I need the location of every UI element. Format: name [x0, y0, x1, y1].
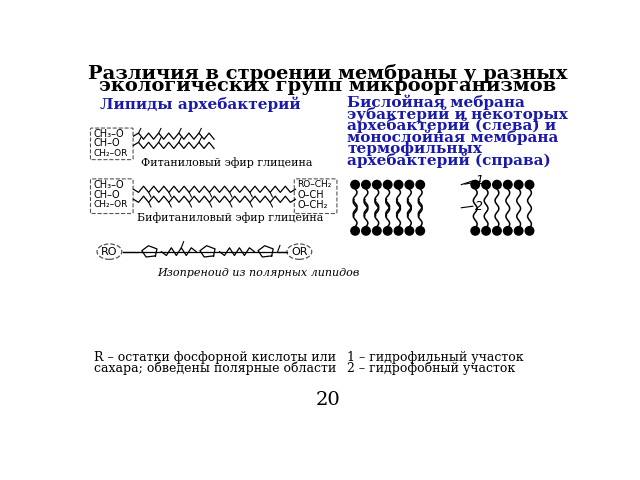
Circle shape — [383, 180, 392, 189]
Circle shape — [351, 180, 360, 189]
Circle shape — [405, 227, 413, 235]
Text: R – остатки фосфорной кислоты или: R – остатки фосфорной кислоты или — [94, 351, 336, 364]
Text: Липиды архебактерий: Липиды архебактерий — [100, 96, 300, 112]
Text: термофильных: термофильных — [348, 141, 483, 156]
Circle shape — [504, 227, 512, 235]
Text: 2: 2 — [476, 200, 483, 213]
Text: 1 – гидрофильный участок: 1 – гидрофильный участок — [348, 351, 524, 364]
Circle shape — [351, 227, 360, 235]
Circle shape — [362, 227, 370, 235]
Text: O–CH₂: O–CH₂ — [297, 200, 328, 210]
Circle shape — [405, 180, 413, 189]
Text: Фитаниловый эфир глицеина: Фитаниловый эфир глицеина — [141, 158, 313, 168]
Circle shape — [525, 180, 534, 189]
Circle shape — [394, 180, 403, 189]
Circle shape — [416, 180, 424, 189]
Text: Изопреноид из полярных липидов: Изопреноид из полярных липидов — [157, 268, 360, 278]
Ellipse shape — [97, 244, 122, 259]
Text: OR: OR — [291, 247, 308, 257]
Circle shape — [482, 180, 490, 189]
Circle shape — [482, 227, 490, 235]
Text: O–CH: O–CH — [297, 190, 324, 200]
Circle shape — [504, 180, 512, 189]
Text: CH₃–O: CH₃–O — [94, 129, 125, 139]
Text: CH–O: CH–O — [94, 138, 120, 148]
Text: Бифитаниловый эфир глицеина: Бифитаниловый эфир глицеина — [138, 212, 324, 223]
Text: 1: 1 — [476, 174, 483, 187]
Text: CH₃–O: CH₃–O — [94, 180, 125, 190]
Text: архебактерий (справа): архебактерий (справа) — [348, 152, 551, 168]
Circle shape — [372, 180, 381, 189]
Circle shape — [383, 227, 392, 235]
Text: CH–O: CH–O — [94, 190, 120, 200]
Text: Бислойная мебрана: Бислойная мебрана — [348, 95, 525, 110]
Ellipse shape — [287, 244, 312, 259]
Text: RO: RO — [101, 247, 118, 257]
Text: монослойная мембрана: монослойная мембрана — [348, 129, 559, 144]
Circle shape — [515, 227, 523, 235]
Circle shape — [493, 227, 501, 235]
Text: 20: 20 — [316, 391, 340, 409]
Text: Различия в строении мембраны у разных: Различия в строении мембраны у разных — [88, 64, 568, 83]
Circle shape — [471, 180, 479, 189]
Text: 2 – гидрофобный участок: 2 – гидрофобный участок — [348, 362, 516, 375]
Text: эубактерий и некоторых: эубактерий и некоторых — [348, 106, 568, 121]
Text: архебактерий (слева) и: архебактерий (слева) и — [348, 118, 557, 133]
Text: CH₂–OR: CH₂–OR — [94, 149, 129, 158]
Text: сахара; обведены полярные области: сахара; обведены полярные области — [94, 362, 336, 375]
Circle shape — [515, 180, 523, 189]
Circle shape — [525, 227, 534, 235]
Circle shape — [416, 227, 424, 235]
Circle shape — [394, 227, 403, 235]
Circle shape — [471, 227, 479, 235]
Text: CH₂–OR: CH₂–OR — [94, 200, 129, 209]
Circle shape — [362, 180, 370, 189]
Text: экологических групп микроорганизмов: экологических групп микроорганизмов — [99, 77, 557, 95]
Circle shape — [493, 180, 501, 189]
Text: RO–CH₂: RO–CH₂ — [297, 180, 332, 189]
Circle shape — [372, 227, 381, 235]
